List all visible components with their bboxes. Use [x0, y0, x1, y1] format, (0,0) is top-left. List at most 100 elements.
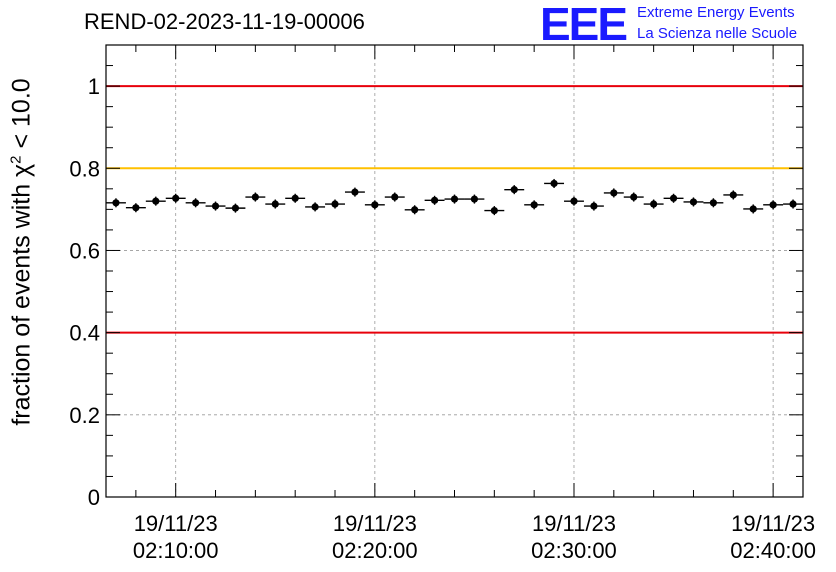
axis-ticks: 00.20.40.60.8119/11/2302:10:0019/11/2302…	[69, 45, 816, 563]
data-point	[544, 178, 565, 188]
x-tick-date-label: 19/11/23	[731, 511, 815, 536]
marker	[709, 199, 717, 207]
marker	[729, 191, 737, 199]
data-point	[564, 196, 584, 206]
data-point	[344, 187, 365, 197]
x-tick-time-label: 02:30:00	[531, 538, 617, 563]
marker	[211, 202, 220, 210]
data-point	[364, 200, 385, 210]
y-label-exponent: 2	[7, 155, 25, 164]
data-point	[205, 201, 226, 211]
marker	[530, 201, 538, 209]
marker	[391, 193, 399, 201]
data-point	[285, 193, 306, 203]
marker	[152, 197, 160, 205]
marker	[411, 206, 419, 214]
data-point	[683, 197, 704, 207]
data-point	[106, 198, 126, 208]
marker	[430, 196, 439, 204]
marker	[550, 179, 558, 188]
data-point	[165, 193, 186, 203]
x-tick-time-label: 02:20:00	[332, 538, 418, 563]
grid	[106, 45, 803, 497]
data-point	[444, 194, 465, 204]
x-tick-date-label: 19/11/23	[134, 511, 218, 536]
marker	[789, 200, 797, 208]
marker	[291, 194, 299, 202]
marker	[132, 204, 140, 212]
data-point	[583, 201, 604, 211]
data-point	[703, 198, 724, 208]
marker	[610, 189, 618, 197]
data-point	[305, 202, 326, 212]
data-point	[603, 188, 624, 198]
y-tick-label: 0.4	[69, 321, 100, 346]
marker	[490, 206, 498, 215]
data-point	[185, 198, 206, 208]
marker	[172, 194, 180, 202]
marker	[112, 199, 120, 207]
marker	[630, 193, 638, 201]
x-tick-time-label: 02:40:00	[730, 538, 816, 563]
marker	[351, 188, 359, 196]
y-label-symbol: χ	[7, 163, 36, 177]
x-tick-time-label: 02:10:00	[133, 538, 219, 563]
data-point	[763, 200, 784, 210]
data-point	[225, 203, 246, 213]
data-point	[424, 195, 445, 205]
y-tick-label: 0.6	[69, 238, 100, 263]
marker	[331, 200, 339, 208]
data-point	[384, 192, 405, 202]
logo-letters: EEE	[540, 0, 628, 50]
y-tick-label: 0.2	[69, 403, 100, 428]
data-point	[325, 199, 345, 209]
y-tick-label: 1	[88, 74, 100, 99]
data-point	[125, 203, 146, 213]
marker	[450, 195, 459, 203]
marker	[749, 205, 757, 213]
data-point	[145, 196, 166, 206]
marker	[251, 193, 259, 201]
marker	[590, 202, 598, 210]
eee-logo: EEE Extreme Energy Events La Scienza nel…	[540, 0, 830, 50]
marker	[570, 197, 578, 205]
marker	[769, 201, 777, 209]
logo-line-1: Extreme Energy Events	[637, 4, 795, 21]
x-tick-date-label: 19/11/23	[532, 511, 616, 536]
data-point	[245, 192, 266, 202]
data-point	[484, 206, 505, 216]
y-label-suffix: < 10.0	[7, 78, 36, 156]
y-label-prefix: fraction of events with	[7, 176, 36, 426]
marker	[689, 198, 698, 206]
data-point	[663, 193, 684, 203]
marker	[510, 186, 518, 194]
y-tick-label: 0	[88, 485, 100, 510]
marker	[231, 204, 240, 212]
data-point	[643, 199, 664, 209]
marker	[271, 200, 279, 208]
data-point	[265, 199, 286, 209]
marker	[669, 194, 678, 202]
x-tick-date-label: 19/11/23	[333, 511, 417, 536]
data-point	[623, 192, 644, 202]
marker	[371, 201, 379, 209]
y-tick-label: 0.8	[69, 156, 100, 181]
data-point	[743, 204, 764, 214]
reference-lines	[106, 85, 803, 334]
marker	[311, 203, 319, 211]
chart-title: REND-02-2023-11-19-00006	[84, 9, 365, 34]
y-axis-label: fraction of events with χ2 < 10.0	[7, 78, 36, 425]
data-point	[723, 190, 744, 200]
data-point	[504, 185, 525, 195]
marker	[470, 195, 479, 203]
data-point	[404, 205, 425, 215]
data-point	[783, 199, 803, 209]
plot-frame	[105, 44, 804, 498]
marker	[192, 199, 200, 207]
data-point	[524, 200, 545, 210]
data-points	[106, 178, 803, 216]
marker	[650, 200, 658, 208]
logo-line-2: La Scienza nelle Scuole	[637, 25, 798, 42]
data-point	[464, 194, 485, 204]
